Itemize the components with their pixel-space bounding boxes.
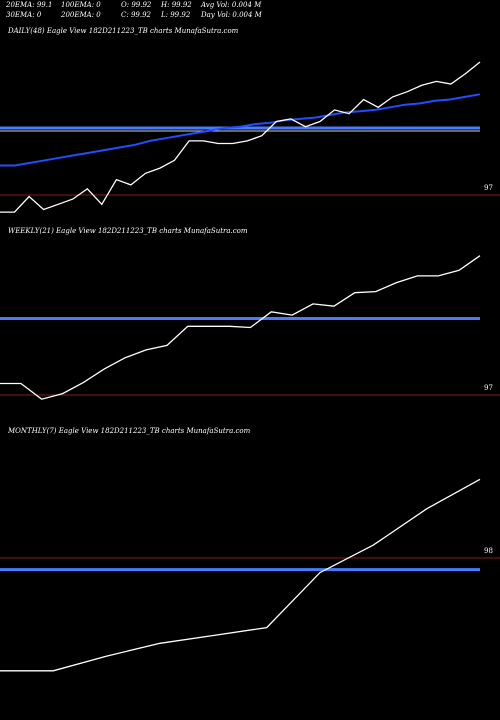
weekly-panel-label: WEEKLY(21) Eagle View 182D211223_TB char… (8, 227, 248, 235)
monthly-panel-label: MONTHLY(7) Eagle View 182D211223_TB char… (8, 427, 251, 435)
high-readout: H: 99.92 (161, 1, 192, 9)
avg-vol-readout: Avg Vol: 0.004 M (201, 1, 262, 9)
low-readout: L: 99.92 (161, 11, 191, 19)
weekly-price-line (0, 255, 481, 400)
ema20-readout: 20EMA: 99.1 (6, 1, 53, 9)
ema100-readout: 100EMA: 0 (61, 1, 101, 9)
daily-price-line (0, 61, 481, 213)
daily-ema-line (0, 93, 481, 167)
open-readout: O: 99.92 (121, 1, 152, 9)
ema30-readout: 30EMA: 0 (6, 11, 42, 19)
daily-y-tick-label: 97 (484, 184, 493, 192)
monthly-price-line (0, 478, 481, 672)
weekly-y-tick-label: 97 (484, 384, 493, 392)
monthly-y-tick-label: 98 (484, 547, 493, 555)
day-vol-readout: Day Vol: 0.004 M (201, 11, 262, 19)
daily-panel-label: DAILY(48) Eagle View 182D211223_TB chart… (8, 27, 239, 35)
ema200-readout: 200EMA: 0 (61, 11, 101, 19)
close-readout: C: 99.92 (121, 11, 151, 19)
